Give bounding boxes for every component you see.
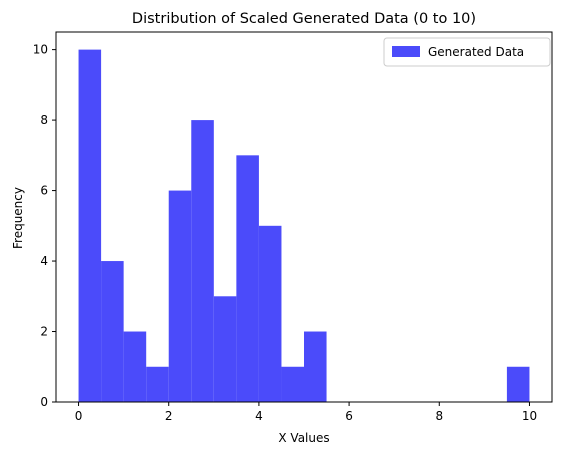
x-tick-label: 4 [255,409,263,423]
y-tick-label: 6 [40,184,48,198]
axes-layer [55,31,553,403]
histogram-bar [101,261,124,402]
y-tick-label: 4 [40,254,48,268]
histogram-bar [168,190,192,402]
histogram-bar [281,366,304,402]
legend: Generated Data [383,37,551,67]
histogram-bar [506,366,530,402]
y-tick-label: 2 [40,325,48,339]
histogram-bar [191,120,214,402]
histogram-bar [123,331,147,402]
legend-box [383,37,551,67]
plot-frame [55,31,553,403]
y-axis-label: Frequency [11,187,25,249]
histogram-bar [146,366,169,402]
x-tick-label: 8 [435,409,443,423]
legend-label: Generated Data [428,45,524,59]
x-axis-label: X Values [278,431,329,445]
bars-layer [78,49,530,403]
x-tick-label: 10 [522,409,537,423]
ticks-layer: 0 2 4 6 8 10 0 2 4 6 8 10 [33,43,537,423]
x-tick-label: 0 [75,409,83,423]
chart-title: Distribution of Scaled Generated Data (0… [132,11,476,27]
x-tick-label: 2 [165,409,173,423]
histogram-bar [236,155,259,402]
legend-swatch [392,46,420,57]
x-tick-label: 6 [345,409,353,423]
histogram-bar [213,296,237,402]
y-tick-label: 10 [33,43,48,57]
y-tick-label: 8 [40,113,48,127]
y-tick-label: 0 [40,395,48,409]
histogram-bar [78,49,102,403]
histogram-bar [304,331,327,402]
histogram-bar [258,225,282,402]
